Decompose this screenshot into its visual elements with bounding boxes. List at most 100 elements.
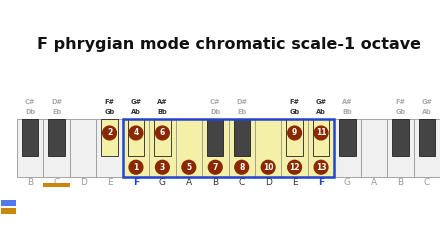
Text: Eb: Eb <box>237 109 246 115</box>
Bar <box>313 119 329 156</box>
Text: G#: G# <box>315 99 326 105</box>
Text: 11: 11 <box>316 128 326 137</box>
Text: C#: C# <box>210 99 220 105</box>
Text: 2: 2 <box>107 128 112 137</box>
Bar <box>123 119 334 177</box>
Bar <box>149 119 176 177</box>
Text: F#: F# <box>290 99 300 105</box>
Bar <box>22 119 38 156</box>
Text: A#: A# <box>157 99 168 105</box>
Text: 3: 3 <box>160 163 165 172</box>
Text: Gb: Gb <box>395 109 405 115</box>
Bar <box>123 119 334 177</box>
Text: B: B <box>212 178 218 187</box>
Text: Db: Db <box>25 109 35 115</box>
Bar <box>70 119 96 177</box>
Text: F#: F# <box>396 99 405 105</box>
Text: 10: 10 <box>263 163 273 172</box>
Text: 4: 4 <box>133 128 139 137</box>
Text: D#: D# <box>236 99 247 105</box>
Text: F: F <box>133 178 139 187</box>
Text: Ab: Ab <box>422 109 432 115</box>
Circle shape <box>288 160 301 174</box>
Bar <box>255 119 281 177</box>
Text: 6: 6 <box>160 128 165 137</box>
Text: 12: 12 <box>290 163 300 172</box>
Bar <box>228 119 255 177</box>
Text: Db: Db <box>210 109 220 115</box>
Text: C: C <box>238 178 245 187</box>
Text: D: D <box>265 178 271 187</box>
Text: 8: 8 <box>239 163 244 172</box>
Text: Bb: Bb <box>158 109 167 115</box>
Text: Ab: Ab <box>131 109 141 115</box>
Text: C: C <box>424 178 430 187</box>
Circle shape <box>155 126 169 140</box>
Text: D#: D# <box>51 99 62 105</box>
Text: Gb: Gb <box>104 109 114 115</box>
Text: Ab: Ab <box>316 109 326 115</box>
Bar <box>44 183 70 187</box>
Text: G: G <box>159 178 166 187</box>
Bar <box>101 119 118 156</box>
Bar <box>234 119 250 156</box>
Text: Eb: Eb <box>52 109 61 115</box>
Text: E: E <box>107 178 112 187</box>
Bar <box>281 119 308 177</box>
Text: C: C <box>54 178 60 187</box>
Text: A: A <box>371 178 377 187</box>
Bar <box>96 119 123 177</box>
Circle shape <box>129 160 143 174</box>
Bar <box>414 119 440 177</box>
Bar <box>207 119 224 156</box>
Text: Gb: Gb <box>290 109 300 115</box>
Circle shape <box>314 126 328 140</box>
Text: A#: A# <box>342 99 353 105</box>
Text: basicmusictheory.com: basicmusictheory.com <box>6 71 11 145</box>
Bar <box>387 119 414 177</box>
Circle shape <box>182 160 196 174</box>
Circle shape <box>129 126 143 140</box>
Circle shape <box>261 160 275 174</box>
Text: 5: 5 <box>186 163 191 172</box>
Text: D: D <box>80 178 87 187</box>
Bar <box>286 119 303 156</box>
Bar <box>128 119 144 156</box>
Bar <box>339 119 356 156</box>
Text: F: F <box>318 178 324 187</box>
Text: F#: F# <box>105 99 114 105</box>
Bar <box>418 119 435 156</box>
Text: G#: G# <box>421 99 432 105</box>
Text: 13: 13 <box>316 163 326 172</box>
Circle shape <box>103 126 117 140</box>
Bar <box>44 119 70 177</box>
Text: G: G <box>344 178 351 187</box>
Text: 7: 7 <box>213 163 218 172</box>
Circle shape <box>288 126 301 140</box>
Bar <box>17 119 44 177</box>
Bar <box>1 200 16 206</box>
Text: 1: 1 <box>133 163 139 172</box>
Bar <box>48 119 65 156</box>
Text: E: E <box>292 178 297 187</box>
Text: B: B <box>27 178 33 187</box>
Circle shape <box>209 160 222 174</box>
Bar <box>392 119 408 156</box>
Bar <box>123 119 149 177</box>
Bar <box>202 119 228 177</box>
Text: B: B <box>397 178 403 187</box>
Bar <box>176 119 202 177</box>
Circle shape <box>235 160 249 174</box>
Circle shape <box>314 160 328 174</box>
Circle shape <box>155 160 169 174</box>
Text: Bb: Bb <box>343 109 352 115</box>
Text: F phrygian mode chromatic scale-1 octave: F phrygian mode chromatic scale-1 octave <box>37 37 421 52</box>
Text: G#: G# <box>131 99 142 105</box>
Bar <box>308 119 334 177</box>
Text: C#: C# <box>25 99 35 105</box>
Bar <box>334 119 361 177</box>
Bar <box>154 119 171 156</box>
Text: A: A <box>186 178 192 187</box>
Bar <box>1 208 16 214</box>
Bar <box>361 119 387 177</box>
